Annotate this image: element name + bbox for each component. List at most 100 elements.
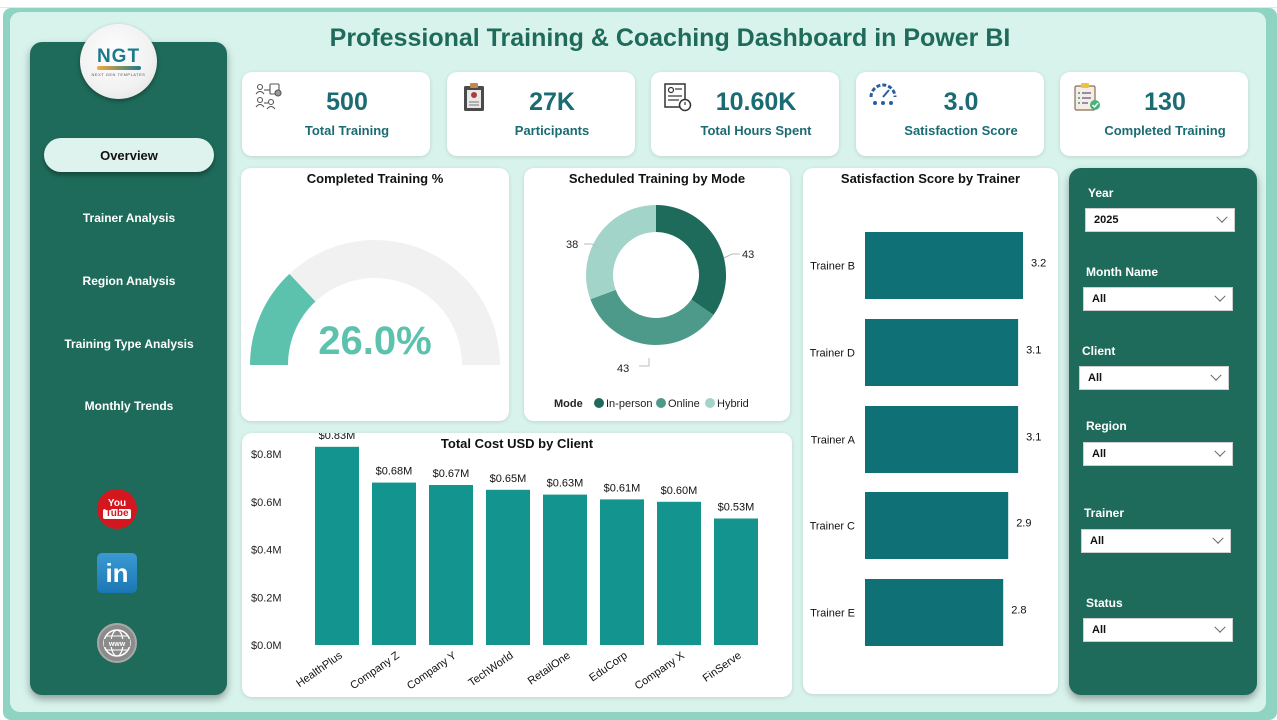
window-top-strip — [0, 0, 1277, 8]
trainer-label: Trainer A — [811, 435, 856, 447]
cost-value-label: $0.61M — [604, 482, 641, 494]
svg-text:26.0%: 26.0% — [318, 319, 431, 363]
donut-segment-in-person[interactable] — [656, 204, 727, 315]
kpi-label: Participants — [514, 123, 590, 138]
youtube-icon-top: You — [107, 498, 127, 509]
trainer-value-label: 3.1 — [1026, 345, 1041, 357]
kpi-label: Total Training — [304, 123, 390, 138]
cost-value-label: $0.68M — [376, 466, 413, 478]
kpi-label: Total Hours Spent — [700, 123, 812, 138]
legend-dot-hybrid — [705, 398, 715, 408]
trainer-bar[interactable] — [865, 232, 1023, 299]
donut-segment-hybrid[interactable] — [586, 205, 656, 300]
cost-bar[interactable] — [714, 518, 758, 646]
trainer-label: Trainer B — [810, 261, 855, 273]
donut-segment-online[interactable] — [590, 289, 714, 346]
cost-bar[interactable] — [486, 489, 530, 645]
trainer-label: Trainer E — [810, 608, 855, 620]
clipboard-badge-icon — [464, 83, 484, 111]
slicer-value: All — [1092, 624, 1107, 636]
cost-bar[interactable] — [429, 485, 473, 645]
trainer-value-label: 2.9 — [1016, 518, 1031, 530]
cost-value-label: $0.65M — [490, 473, 527, 485]
kpi-label: Completed Training — [1104, 123, 1226, 138]
kpi-card-satisfaction-score: 3.0 Satisfaction Score — [856, 72, 1044, 156]
logo-text: NGT — [96, 46, 141, 67]
slicer-trainer-dropdown[interactable]: All — [1081, 529, 1231, 553]
cost-bar[interactable] — [315, 446, 359, 645]
slicer-value: All — [1090, 535, 1105, 547]
slicer-value: 2025 — [1094, 214, 1119, 226]
slicer-label-month: Month Name — [1086, 265, 1158, 279]
cost-bar[interactable] — [543, 494, 587, 645]
slicer-client-dropdown[interactable]: All — [1079, 366, 1229, 390]
donut-title: Scheduled Training by Mode — [568, 171, 746, 186]
cost-value-label: $0.60M — [661, 485, 698, 497]
trainer-bar[interactable] — [865, 406, 1019, 473]
slicer-year-dropdown[interactable]: 2025 — [1085, 208, 1235, 232]
cost-bar[interactable] — [372, 482, 416, 645]
kpi-value: 130 — [1144, 88, 1186, 116]
globe-icon: www — [103, 629, 131, 657]
slicer-region-dropdown[interactable]: All — [1083, 442, 1233, 466]
svg-text:38: 38 — [566, 239, 578, 251]
youtube-icon[interactable]: You Tube — [97, 489, 137, 529]
website-globe-icon[interactable]: www — [97, 623, 137, 663]
slicer-value: All — [1092, 448, 1107, 460]
kpi-label: Satisfaction Score — [904, 123, 1018, 138]
y-tick-label: $0.2M — [251, 592, 282, 604]
cost-bar[interactable] — [657, 501, 701, 646]
checklist-icon — [1074, 83, 1100, 111]
trainer-label: Trainer C — [810, 521, 855, 533]
youtube-icon-bottom: Tube — [103, 508, 131, 519]
slicer-value: All — [1092, 293, 1107, 305]
trainer-chart-title: Satisfaction Score by Trainer — [840, 171, 1021, 186]
speedometer-icon — [869, 83, 897, 105]
x-axis-label: Company Z — [348, 649, 402, 692]
trainer-bar-chart[interactable]: Trainer B 3.2 Trainer D 3.1 Trainer A 3.1 Trai… — [803, 168, 1058, 694]
cost-value-label: $0.83M — [319, 433, 356, 442]
kpi-value: 3.0 — [943, 88, 979, 116]
scheduled-training-by-mode-card: Scheduled Training by Mode 43 38 43 Mode… — [524, 168, 790, 421]
timesheet-icon — [664, 83, 692, 112]
gauge-title: Completed Training % — [306, 171, 444, 186]
x-axis-label: FinServe — [701, 650, 744, 685]
trainer-bar[interactable] — [865, 319, 1019, 386]
donut-chart[interactable]: 43 38 43 Mode In-person Online Hybrid — [524, 168, 790, 421]
gauge-chart[interactable]: 26.0% — [241, 168, 509, 421]
trainer-value-label: 2.8 — [1011, 605, 1026, 617]
slicer-month-dropdown[interactable]: All — [1083, 287, 1233, 311]
cost-value-label: $0.53M — [718, 502, 755, 514]
sidebar-item-region-analysis[interactable]: Region Analysis — [82, 274, 176, 288]
logo-swoosh-icon — [96, 66, 141, 70]
slicer-label-region: Region — [1086, 419, 1127, 433]
slicer-label-trainer: Trainer — [1084, 506, 1125, 520]
cost-value-label: $0.67M — [433, 468, 470, 480]
cost-value-label: $0.63M — [547, 478, 584, 490]
slicer-label-client: Client — [1082, 344, 1116, 358]
sidebar-item-overview[interactable]: Overview — [44, 138, 214, 172]
kpi-value: 10.60K — [715, 88, 797, 116]
linkedin-icon[interactable]: in — [97, 553, 137, 593]
slicer-label-year: Year — [1088, 186, 1114, 200]
y-tick-label: $0.8M — [251, 449, 282, 461]
sidebar-item-monthly-trends[interactable]: Monthly Trends — [84, 399, 174, 413]
sidebar-item-training-type-analysis[interactable]: Training Type Analysis — [64, 337, 194, 351]
sidebar-item-trainer-analysis[interactable]: Trainer Analysis — [82, 211, 176, 225]
kpi-card-participants: 27K Participants — [447, 72, 635, 156]
cost-bar[interactable] — [600, 499, 644, 645]
trainer-bar[interactable] — [865, 492, 1009, 559]
trainer-bar[interactable] — [865, 579, 1004, 646]
kpi-card-total-training: 500 Total Training — [242, 72, 430, 156]
y-tick-label: $0.0M — [251, 640, 282, 652]
kpi-card-total-hours: 10.60K Total Hours Spent — [651, 72, 839, 156]
slicer-status-dropdown[interactable]: All — [1083, 618, 1233, 642]
x-axis-label: TechWorld — [466, 650, 515, 690]
chevron-down-icon — [1212, 532, 1224, 544]
y-tick-label: $0.6M — [251, 497, 282, 509]
trainer-value-label: 3.2 — [1031, 258, 1046, 270]
x-axis-label: HealthPlus — [294, 649, 345, 690]
x-axis-label: RetailOne — [526, 650, 573, 688]
legend-dot-online — [656, 398, 666, 408]
cost-bar-chart[interactable]: $0.0M $0.2M $0.4M $0.6M $0.8M $0.83M HealthPlu… — [242, 433, 792, 697]
